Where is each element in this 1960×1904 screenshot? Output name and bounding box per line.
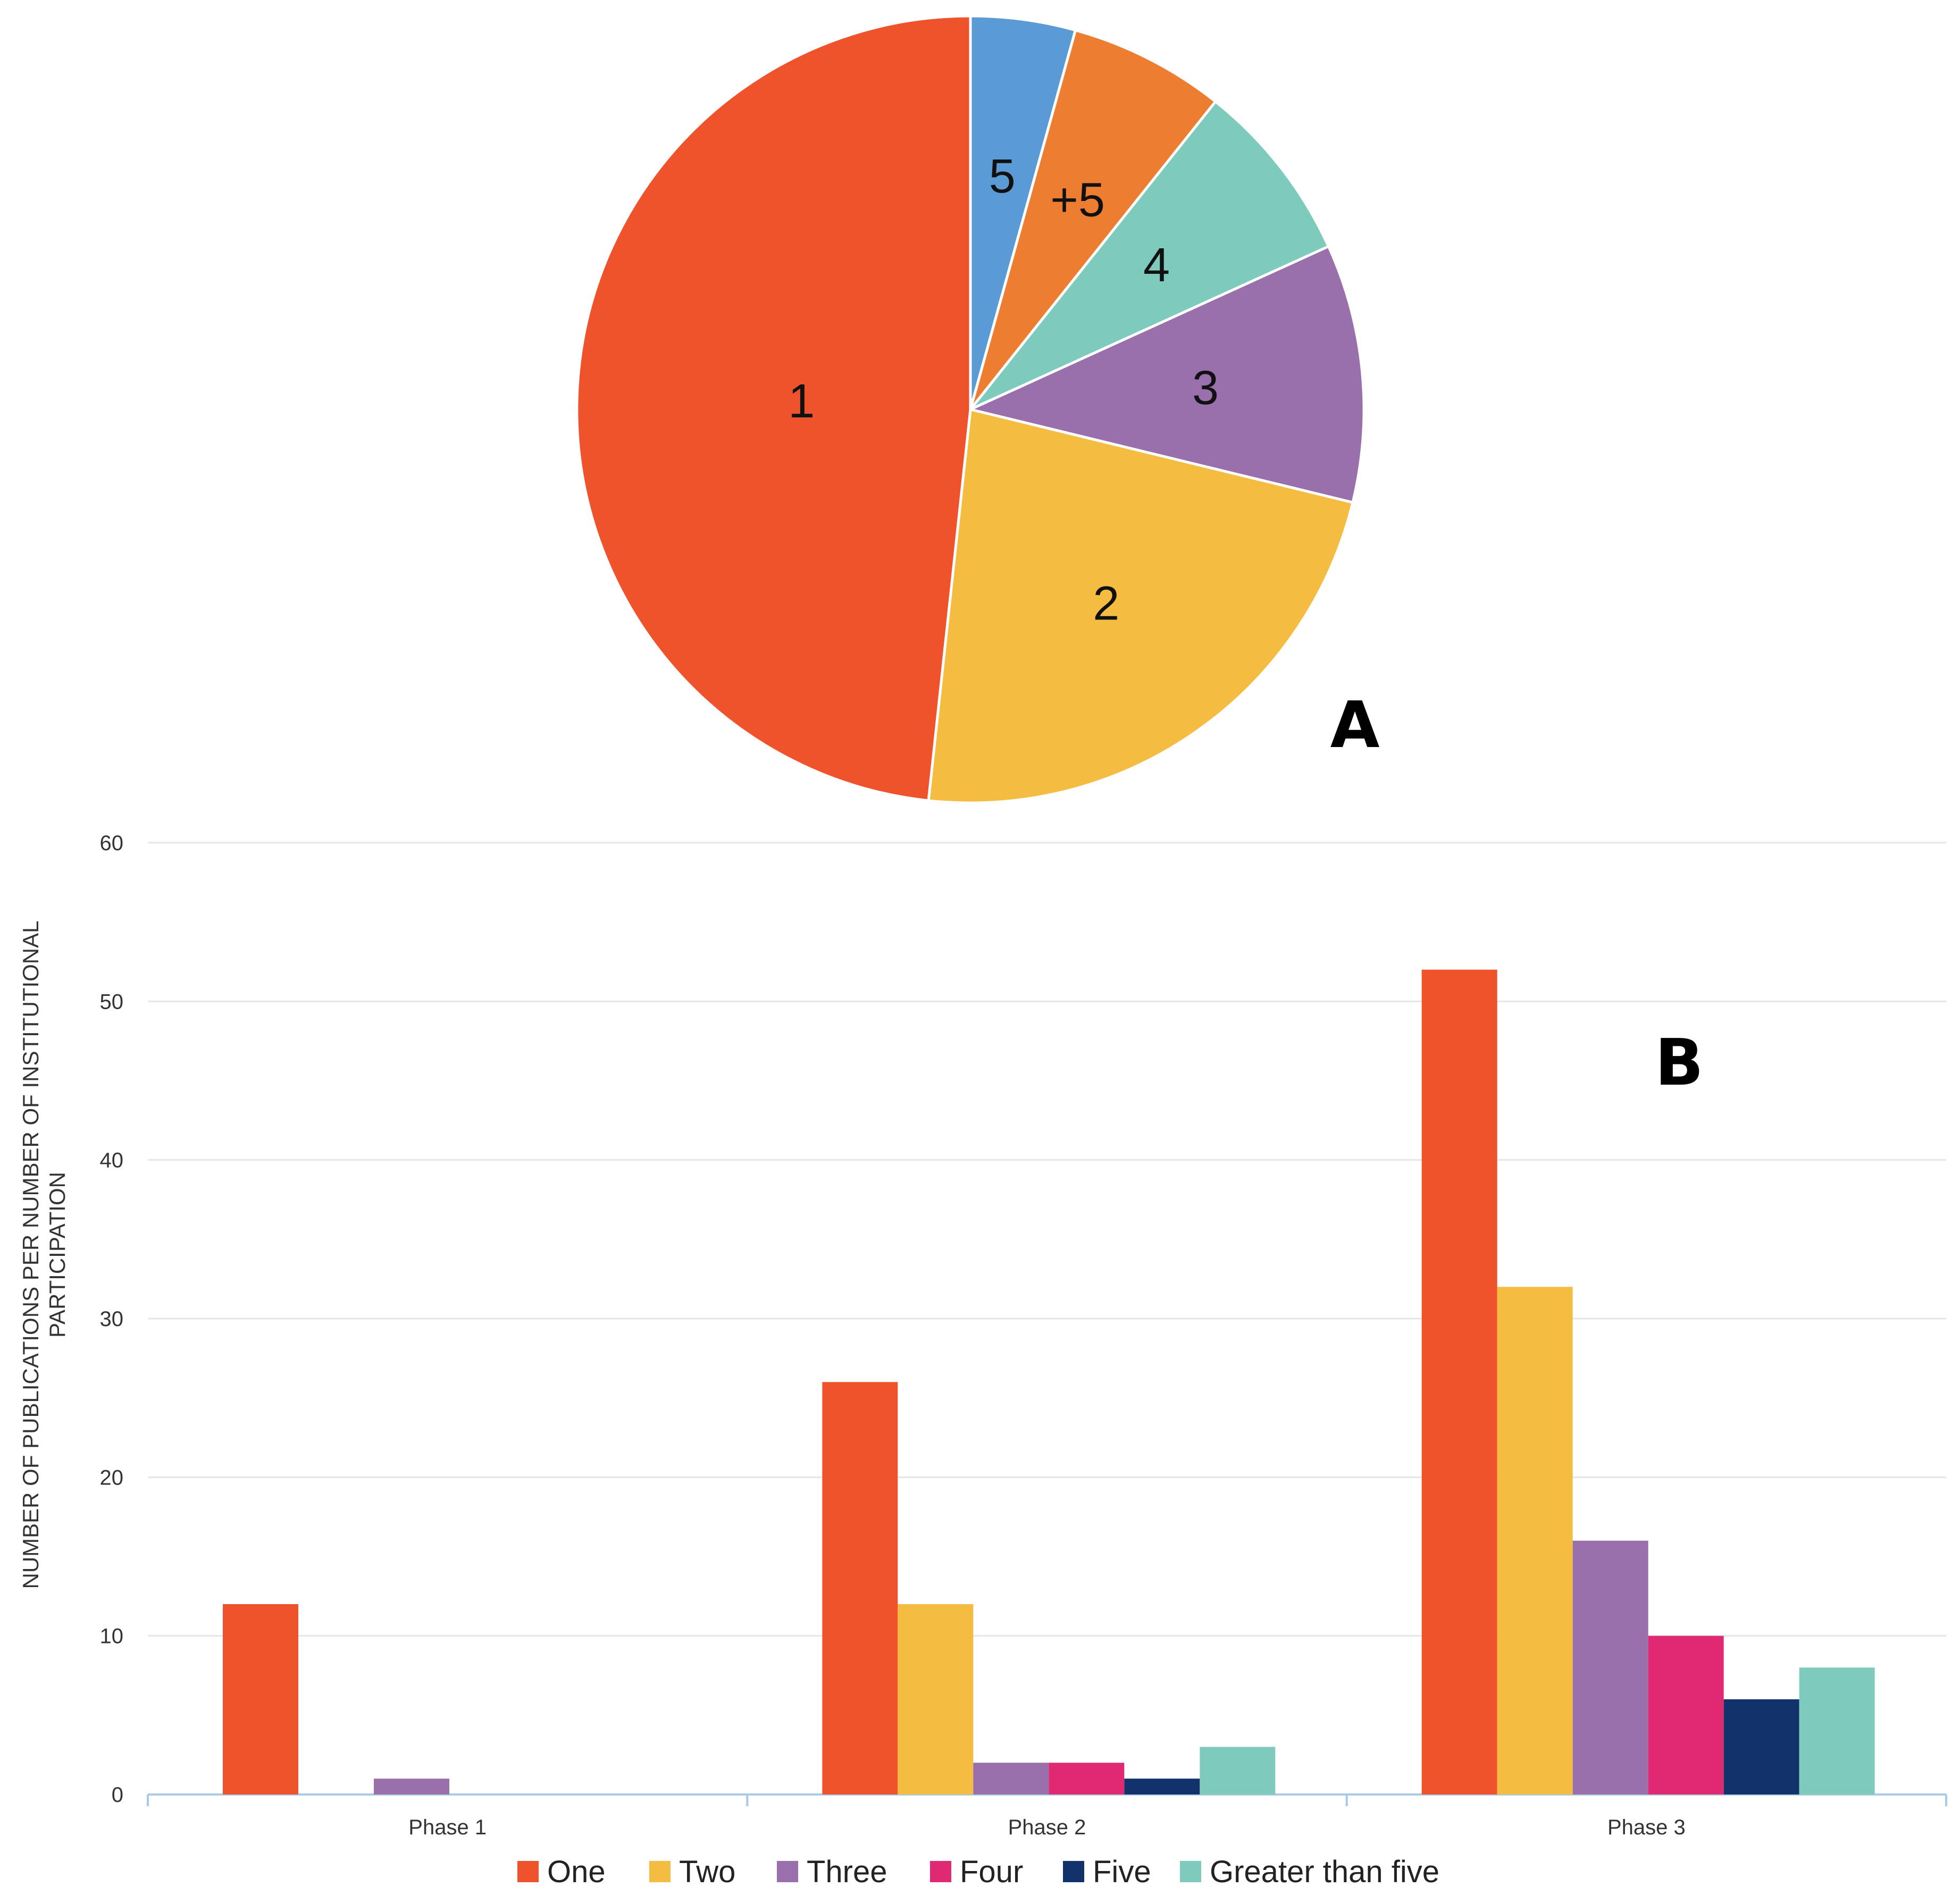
x-category-label: Phase 1: [408, 1816, 487, 1839]
y-axis-title-line-1: NUMBER OF PUBLICATIONS PER NUMBER OF INS…: [18, 920, 43, 1589]
bar-three-phase-3: [1572, 1540, 1648, 1794]
bar-three-phase-2: [973, 1763, 1049, 1794]
y-axis-title-line-2: PARTICIPATION: [45, 1172, 70, 1338]
legend-swatch: [1180, 1861, 1201, 1882]
y-tick-label: 20: [100, 1466, 124, 1489]
legend-label: Two: [679, 1855, 735, 1889]
legend-label: Four: [960, 1855, 1023, 1889]
pie-chart: 5 +5 4 3 2 1: [575, 14, 1366, 804]
y-axis-title: NUMBER OF PUBLICATIONS PER NUMBER OF INS…: [18, 920, 70, 1589]
legend-label: Five: [1093, 1855, 1151, 1889]
x-category-label: Phase 3: [1607, 1816, 1686, 1839]
bar-greater-than-five-phase-3: [1799, 1667, 1875, 1794]
bar-greater-than-five-phase-2: [1200, 1747, 1276, 1794]
pie-slice-label: 1: [788, 375, 815, 428]
legend-swatch: [1063, 1861, 1084, 1882]
legend-label: One: [547, 1855, 606, 1889]
pie-slice-label: +5: [1050, 173, 1105, 227]
y-tick-label: 10: [100, 1625, 124, 1648]
y-tick-label: 40: [100, 1149, 124, 1172]
pie-slice-label: 4: [1143, 239, 1170, 292]
y-tick-label: 50: [100, 990, 124, 1013]
bar-two-phase-2: [898, 1604, 974, 1794]
legend-label: Three: [807, 1855, 887, 1889]
x-category-label: Phase 2: [1008, 1816, 1086, 1839]
legend-label: Greater than five: [1210, 1855, 1439, 1889]
legend-swatch: [649, 1861, 671, 1882]
y-tick-label: 0: [112, 1783, 123, 1807]
bar-one-phase-3: [1421, 969, 1497, 1794]
bar-three-phase-1: [374, 1779, 449, 1794]
pie-slice-label: 3: [1192, 362, 1219, 415]
bar-four-phase-2: [1049, 1763, 1125, 1794]
pie-slice-3: [966, 245, 1366, 505]
panel-label-b: B: [1655, 1026, 1703, 1100]
pie-slice-2: [927, 407, 1355, 804]
bar-chart: 0 10 20 30 40 50 60 Phase 1 Phase 2 Phase 3: [100, 832, 1947, 1839]
bar-one-phase-1: [223, 1604, 298, 1794]
bar-four-phase-3: [1648, 1635, 1724, 1794]
bar-five-phase-2: [1124, 1779, 1200, 1794]
pie-slice-label: 2: [1093, 577, 1119, 630]
legend-swatch: [517, 1861, 539, 1882]
legend: One Two Three Four Five Greater than five: [517, 1855, 1439, 1889]
pie-slice-plus5: [969, 28, 1218, 410]
legend-swatch: [777, 1861, 798, 1882]
bar-one-phase-2: [822, 1382, 898, 1794]
panel-label-a: A: [1330, 689, 1380, 762]
bar-five-phase-3: [1723, 1699, 1799, 1794]
bar-two-phase-3: [1497, 1287, 1573, 1794]
y-tick-label: 30: [100, 1307, 124, 1331]
pie-slice-label: 5: [989, 150, 1016, 203]
pie-slice-4: [969, 99, 1330, 411]
pie-slice-1: [575, 14, 972, 802]
y-tick-label: 60: [100, 832, 124, 855]
legend-swatch: [930, 1861, 951, 1882]
